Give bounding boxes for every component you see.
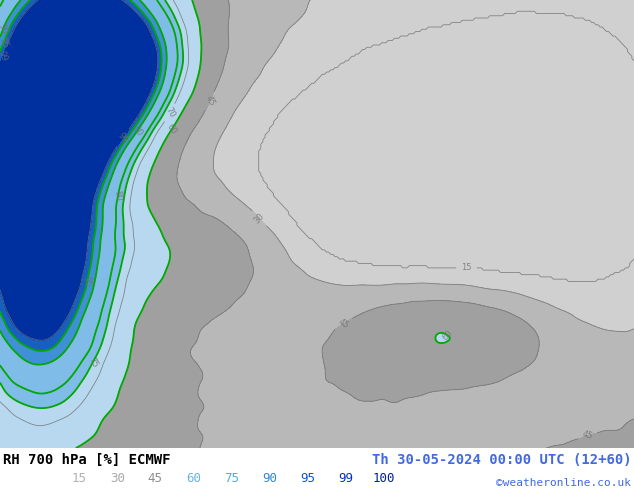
Text: 60: 60: [165, 122, 178, 136]
Text: 95: 95: [300, 472, 315, 485]
Text: 45: 45: [148, 472, 163, 485]
Text: 80: 80: [113, 190, 124, 202]
Text: 95: 95: [82, 275, 93, 288]
Text: 100: 100: [372, 472, 395, 485]
Text: 99: 99: [338, 472, 353, 485]
Text: 95: 95: [0, 36, 10, 49]
Text: RH 700 hPa [%] ECMWF: RH 700 hPa [%] ECMWF: [3, 453, 170, 467]
Text: 90: 90: [131, 123, 144, 137]
Text: 45: 45: [337, 318, 351, 331]
Text: 99: 99: [0, 50, 9, 63]
Text: 45: 45: [581, 430, 593, 441]
Text: 45: 45: [204, 94, 216, 107]
Text: 60: 60: [186, 472, 201, 485]
Text: 75: 75: [86, 356, 99, 369]
Text: 90: 90: [262, 472, 277, 485]
Text: 15: 15: [462, 264, 472, 272]
Text: 30: 30: [110, 472, 125, 485]
Text: 75: 75: [224, 472, 239, 485]
Text: 99: 99: [116, 131, 130, 145]
Text: ©weatheronline.co.uk: ©weatheronline.co.uk: [496, 478, 631, 488]
Text: 70: 70: [164, 106, 176, 120]
Text: 15: 15: [72, 472, 87, 485]
Text: 60: 60: [441, 328, 455, 342]
Text: 90: 90: [0, 23, 9, 36]
Text: 30: 30: [252, 211, 266, 225]
Text: Th 30-05-2024 00:00 UTC (12+60): Th 30-05-2024 00:00 UTC (12+60): [372, 453, 631, 467]
